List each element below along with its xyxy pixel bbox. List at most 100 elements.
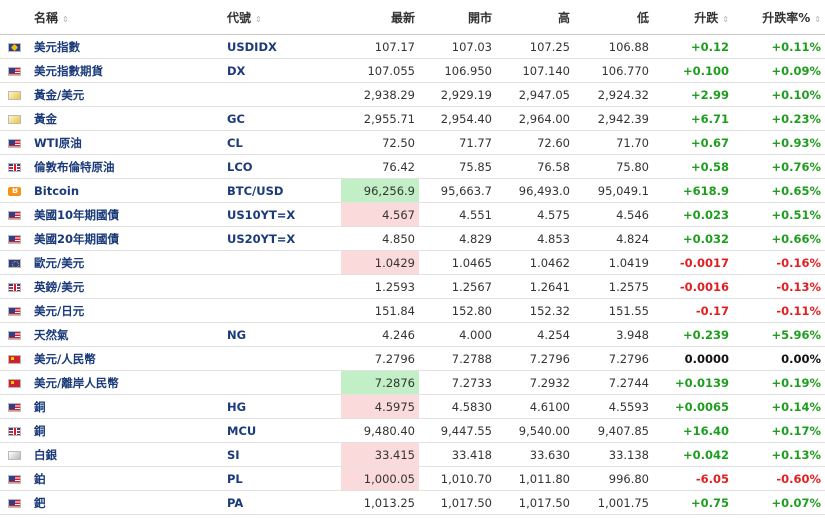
instrument-name-cell[interactable]: Bitcoin xyxy=(30,178,223,203)
table-row[interactable]: WTI原油 CL 72.50 71.77 72.60 71.70 +0.67 +0.93% xyxy=(0,130,825,155)
header-open[interactable]: 開市 xyxy=(419,0,496,35)
header-low[interactable]: 低 xyxy=(574,0,653,35)
table-row[interactable]: 歐元/美元 1.0429 1.0465 1.0462 1.0419 -0.0017 -0.1… xyxy=(0,250,825,275)
instrument-name-cell[interactable]: 美元/離岸人民幣 xyxy=(30,370,223,395)
instrument-name-link[interactable]: 鈀 xyxy=(34,495,46,510)
header-high[interactable]: 高 xyxy=(496,0,574,35)
instrument-code[interactable]: DX xyxy=(223,58,341,83)
instrument-name-cell[interactable]: 美元/日元 xyxy=(30,298,223,323)
table-row[interactable]: 黃金/美元 2,938.29 2,929.19 2,947.05 2,924.32 +2.… xyxy=(0,82,825,107)
instrument-name-cell[interactable]: 美元指數期貨 xyxy=(30,58,223,83)
table-row[interactable]: Bitcoin BTC/USD96,256.995,663.796,493.095… xyxy=(0,178,825,203)
table-row[interactable]: 銅 MCU 9,480.40 9,447.55 9,540.00 9,407.85 +16.… xyxy=(0,418,825,443)
table-row[interactable]: 黃金 GC 2,955.71 2,954.40 2,964.00 2,942.39 +6.7… xyxy=(0,106,825,131)
table-row[interactable]: 美元/人民幣 7.2796 7.2788 7.2796 7.2796 0.0000 0.00… xyxy=(0,346,825,371)
table-row[interactable]: 英鎊/美元 1.2593 1.2567 1.2641 1.2575 -0.0016 -0.1… xyxy=(0,274,825,299)
open-price: 107.03 xyxy=(419,34,496,59)
instrument-name-link[interactable]: 鉑 xyxy=(34,471,46,486)
table-row[interactable]: 美元/離岸人民幣 7.2876 7.2733 7.2932 7.2744 +0.0139 +… xyxy=(0,370,825,395)
instrument-code[interactable]: HG xyxy=(223,394,341,419)
instrument-name-cell[interactable]: 美元/人民幣 xyxy=(30,346,223,371)
high-price: 2,947.05 xyxy=(496,82,574,107)
instrument-code[interactable] xyxy=(223,370,341,395)
instrument-name-link[interactable]: 倫敦布倫特原油 xyxy=(34,159,115,174)
instrument-name-cell[interactable]: 歐元/美元 xyxy=(30,250,223,275)
instrument-code[interactable]: PL xyxy=(223,466,341,491)
instrument-name-link[interactable]: 黃金 xyxy=(34,111,57,126)
table-row[interactable]: 美元/日元 151.84 152.80 152.32 151.55 -0.17 -0.11% xyxy=(0,298,825,323)
table-row[interactable]: 鈀 PA 1,013.25 1,017.50 1,017.50 1,001.75 +0.75… xyxy=(0,490,825,515)
instrument-name-link[interactable]: 美元指數期貨 xyxy=(34,63,103,78)
instrument-code[interactable]: SI xyxy=(223,442,341,467)
instrument-name-cell[interactable]: 鉑 xyxy=(30,466,223,491)
instrument-name-link[interactable]: 美國10年期國債 xyxy=(34,207,120,222)
instrument-name-link[interactable]: 白銀 xyxy=(34,447,57,462)
instrument-name-cell[interactable]: 黃金/美元 xyxy=(30,82,223,107)
instrument-code[interactable]: CL xyxy=(223,130,341,155)
table-row[interactable]: 美元指數期貨 DX 107.055 106.950 107.140 106.770 +0.1… xyxy=(0,58,825,83)
instrument-name-link[interactable]: 美元指數 xyxy=(34,39,80,54)
instrument-name-cell[interactable]: 天然氣 xyxy=(30,322,223,347)
instrument-name-cell[interactable]: WTI原油 xyxy=(30,130,223,155)
instrument-code[interactable] xyxy=(223,298,341,323)
instrument-code[interactable]: BTC/USD xyxy=(223,178,341,203)
instrument-name-cell[interactable]: 黃金 xyxy=(30,106,223,131)
header-last[interactable]: 最新 xyxy=(341,0,419,35)
low-price: 9,407.85 xyxy=(574,418,653,443)
low-price: 2,942.39 xyxy=(574,106,653,131)
table-row[interactable]: 美元指數 USDIDX 107.17 107.03 107.25 106.88 +0.12 +… xyxy=(0,34,825,59)
sort-icon[interactable]: ⇕ xyxy=(722,14,729,24)
table-row[interactable]: 倫敦布倫特原油 LCO 76.42 75.85 76.58 75.80 +0.58 +0.76… xyxy=(0,154,825,179)
instrument-code[interactable]: PA xyxy=(223,490,341,515)
instrument-name-cell[interactable]: 美國20年期國債 xyxy=(30,226,223,251)
instrument-name-link[interactable]: 銅 xyxy=(34,423,46,438)
sort-icon[interactable]: ⇕ xyxy=(62,14,69,24)
instrument-name-link[interactable]: Bitcoin xyxy=(34,183,80,198)
instrument-code[interactable]: MCU xyxy=(223,418,341,443)
last-price: 33.415 xyxy=(341,442,419,467)
instrument-name-cell[interactable]: 美國10年期國債 xyxy=(30,202,223,227)
instrument-code[interactable]: US20YT=X xyxy=(223,226,341,251)
instrument-name-cell[interactable]: 銅 xyxy=(30,394,223,419)
header-row: 名稱 ⇕ 代號 ⇕ 最新 開市 高 低 升跌 ⇕ 升跌率% ⇕ xyxy=(0,0,825,35)
instrument-code[interactable]: GC xyxy=(223,106,341,131)
instrument-name-link[interactable]: 英鎊/美元 xyxy=(34,279,85,294)
instrument-name-link[interactable]: 美元/離岸人民幣 xyxy=(34,375,119,390)
sort-icon[interactable]: ⇕ xyxy=(255,14,262,24)
flag-cell xyxy=(0,394,30,419)
instrument-name-link[interactable]: 歐元/美元 xyxy=(34,255,85,270)
table-row[interactable]: 白銀 SI 33.415 33.418 33.630 33.138 +0.042 +0.13% xyxy=(0,442,825,467)
instrument-code[interactable]: USDIDX xyxy=(223,34,341,59)
price-change-pct: 0.00% xyxy=(733,346,825,371)
instrument-name-cell[interactable]: 白銀 xyxy=(30,442,223,467)
instrument-name-link[interactable]: 天然氣 xyxy=(34,327,69,342)
instrument-name-cell[interactable]: 銅 xyxy=(30,418,223,443)
header-name[interactable]: 名稱 ⇕ xyxy=(30,0,223,35)
instrument-name-link[interactable]: 美國20年期國債 xyxy=(34,231,120,246)
table-row[interactable]: 銅 HG 4.5975 4.5830 4.6100 4.5593 +0.0065 +0.14% xyxy=(0,394,825,419)
table-row[interactable]: 美國20年期國債 US20YT=X 4.850 4.829 4.853 4.824 +0.0… xyxy=(0,226,825,251)
instrument-name-link[interactable]: 美元/人民幣 xyxy=(34,351,96,366)
instrument-code[interactable]: NG xyxy=(223,322,341,347)
instrument-name-cell[interactable]: 英鎊/美元 xyxy=(30,274,223,299)
header-code[interactable]: 代號 ⇕ xyxy=(223,0,341,35)
header-change[interactable]: 升跌 ⇕ xyxy=(653,0,733,35)
sort-icon[interactable]: ⇕ xyxy=(814,14,821,24)
instrument-name-cell[interactable]: 美元指數 xyxy=(30,34,223,59)
header-change-pct[interactable]: 升跌率% ⇕ xyxy=(733,0,825,35)
instrument-code[interactable] xyxy=(223,82,341,107)
instrument-name-cell[interactable]: 鈀 xyxy=(30,490,223,515)
table-row[interactable]: 美國10年期國債 US10YT=X 4.567 4.551 4.575 4.546 +0.0… xyxy=(0,202,825,227)
instrument-code[interactable] xyxy=(223,346,341,371)
instrument-name-link[interactable]: 銅 xyxy=(34,399,46,414)
table-row[interactable]: 鉑 PL 1,000.05 1,010.70 1,011.80 996.80 -6.05 -0… xyxy=(0,466,825,491)
table-row[interactable]: 天然氣 NG 4.246 4.000 4.254 3.948 +0.239 +5.96% xyxy=(0,322,825,347)
instrument-code[interactable] xyxy=(223,274,341,299)
instrument-name-cell[interactable]: 倫敦布倫特原油 xyxy=(30,154,223,179)
instrument-code[interactable] xyxy=(223,250,341,275)
instrument-code[interactable]: US10YT=X xyxy=(223,202,341,227)
instrument-code[interactable]: LCO xyxy=(223,154,341,179)
instrument-name-link[interactable]: 美元/日元 xyxy=(34,303,85,318)
instrument-name-link[interactable]: 黃金/美元 xyxy=(34,87,85,102)
instrument-name-link[interactable]: WTI原油 xyxy=(34,135,82,150)
